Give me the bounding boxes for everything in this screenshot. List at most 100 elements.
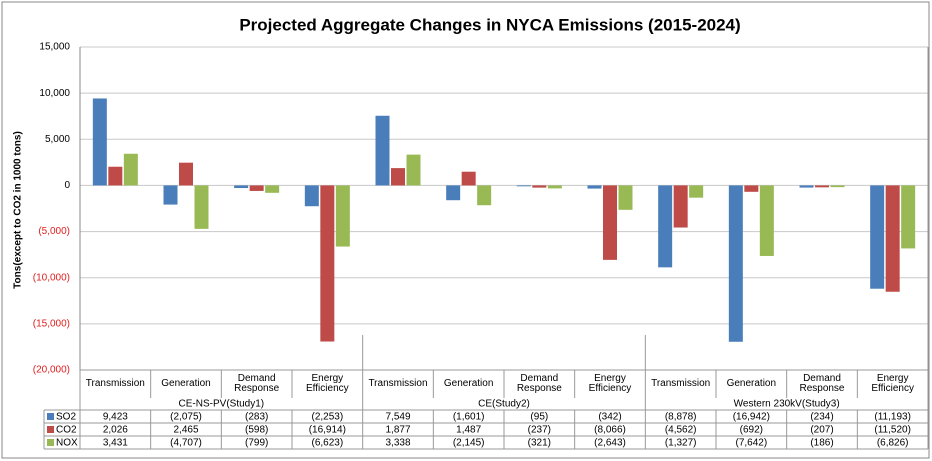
data-label: (234): [810, 412, 833, 423]
data-label: (692): [740, 425, 763, 436]
bar: [265, 185, 280, 193]
x-tick-label-box: Generation: [161, 378, 211, 389]
x-tick-label-box: Energy Efficiency: [306, 373, 349, 394]
bar: [108, 166, 123, 186]
group-label: CE-NS-PV(Study1): [179, 399, 265, 410]
data-label: (2,075): [170, 412, 202, 423]
bar: [618, 185, 633, 210]
bar: [759, 185, 774, 256]
group-label: CE(Study2): [478, 399, 530, 410]
chart-title: Projected Aggregate Changes in NYCA Emis…: [239, 15, 740, 34]
data-label: 3,338: [385, 438, 410, 449]
data-label: (6,826): [877, 438, 909, 449]
x-tick-label: Transmission: [651, 378, 711, 389]
bar: [658, 185, 673, 268]
bar: [547, 185, 562, 189]
legend-label: CO2: [56, 425, 77, 436]
x-tick-label-box: Energy Efficiency: [871, 373, 914, 394]
bar: [885, 185, 900, 292]
bar: [870, 185, 885, 289]
bar: [603, 185, 617, 260]
data-label: (598): [245, 425, 268, 436]
data-label: 1,877: [385, 425, 410, 436]
data-label: (799): [245, 438, 268, 449]
data-label: (186): [810, 438, 833, 449]
y-tick-label: (5,000): [38, 226, 70, 237]
bar: [830, 185, 845, 188]
group-label: Western 230kV(Study3): [734, 399, 840, 410]
bar: [375, 115, 390, 186]
data-label: (11,193): [874, 412, 911, 423]
data-label: (8,878): [665, 412, 697, 423]
bar: [335, 185, 350, 247]
x-tick-label-box: Generation: [726, 378, 777, 389]
data-label: (1,327): [665, 438, 697, 449]
x-tick-label: Energy Efficiency: [588, 373, 632, 394]
data-label: 3,431: [103, 438, 128, 449]
bar: [320, 185, 335, 342]
x-tick-label: Transmission: [85, 378, 145, 389]
bar: [673, 185, 688, 228]
y-tick-label: 10,000: [39, 88, 70, 99]
bar: [587, 185, 602, 189]
bar: [689, 185, 704, 198]
bar: [461, 171, 476, 186]
data-label: (6,623): [311, 438, 343, 449]
data-label: (11,520): [874, 425, 911, 436]
bar: [532, 185, 547, 188]
bar: [815, 185, 829, 188]
bar: [179, 162, 193, 186]
x-tick-label-box: Transmission: [651, 378, 711, 389]
legend-label: NOX: [56, 438, 78, 449]
x-tick-label: Energy Efficiency: [306, 373, 349, 394]
legend-swatch: [47, 439, 54, 446]
bar: [234, 185, 249, 189]
bar: [391, 168, 405, 186]
data-label: (2,643): [594, 438, 626, 449]
data-label: (16,942): [733, 412, 770, 423]
x-tick-label: Energy Efficiency: [871, 373, 914, 394]
bar: [304, 185, 319, 207]
x-tick-label: Generation: [161, 378, 211, 389]
data-label: (237): [528, 425, 551, 436]
data-label: (2,253): [311, 412, 343, 423]
bar: [92, 98, 107, 186]
data-label: (2,145): [453, 438, 485, 449]
x-tick-label-box: Transmission: [85, 378, 145, 389]
data-label: 1,487: [456, 425, 481, 436]
bar: [901, 185, 916, 249]
y-tick-label: 0: [64, 180, 70, 191]
bar: [194, 185, 209, 229]
x-tick-label: Demand Response: [234, 373, 280, 394]
x-tick-label: Demand Response: [799, 373, 845, 394]
bar: [406, 154, 421, 186]
y-tick-label: 15,000: [39, 42, 70, 53]
bar: [446, 185, 461, 201]
data-label: (321): [528, 438, 551, 449]
bar: [744, 185, 759, 192]
bar: [799, 185, 814, 188]
data-label: (95): [530, 412, 548, 423]
bar: [516, 185, 531, 187]
data-label: (342): [598, 412, 621, 423]
x-tick-label-box: Demand Response: [516, 373, 562, 394]
data-label: (16,914): [309, 425, 346, 436]
data-label: (7,642): [735, 438, 767, 449]
x-tick-label-box: Energy Efficiency: [588, 373, 632, 394]
bar: [163, 185, 178, 205]
y-tick-label: (10,000): [33, 272, 70, 283]
data-label: 7,549: [385, 412, 410, 423]
bar: [477, 185, 492, 206]
bar: [728, 185, 743, 342]
x-tick-label-box: Transmission: [368, 379, 427, 389]
x-tick-label-box: Generation: [444, 379, 493, 389]
data-label: 9,423: [103, 412, 128, 423]
x-tick-label: Demand Response: [516, 373, 562, 394]
x-tick-label: Generation: [726, 378, 777, 389]
data-label: (4,562): [665, 425, 697, 436]
legend-swatch: [47, 426, 54, 433]
data-label: 2,465: [173, 425, 198, 436]
legend-label: SO2: [56, 412, 76, 423]
